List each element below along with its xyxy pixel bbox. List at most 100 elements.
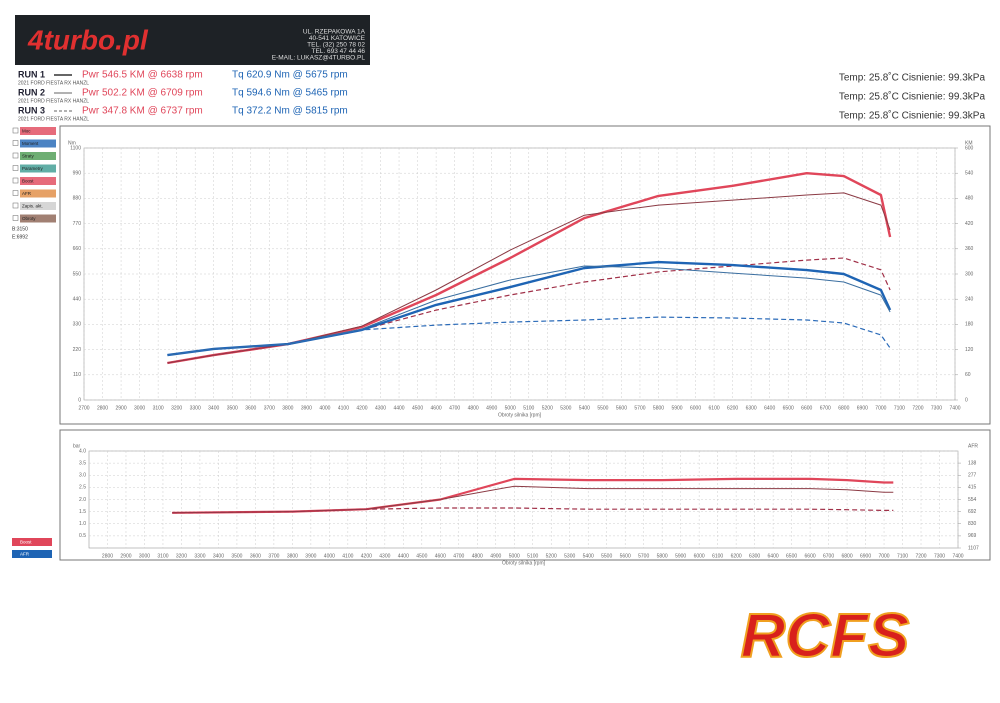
y2-axis-label: KM xyxy=(965,140,973,146)
run-torque: Tq 620.9 Nm @ 5675 rpm xyxy=(232,70,348,81)
x-tick-label: 6100 xyxy=(709,405,720,411)
conditions: Temp: 25.8˚C Cisnienie: 99.3kPa xyxy=(839,91,986,103)
x-tick-label: 6000 xyxy=(694,553,705,559)
x-tick-label: 7400 xyxy=(952,553,963,559)
x-tick-label: 3800 xyxy=(282,405,293,411)
y-tick-label: 220 xyxy=(73,347,82,353)
y-tick-label: 770 xyxy=(73,221,82,227)
y-axis-label: Nm xyxy=(68,140,76,146)
swatch xyxy=(20,139,56,148)
run-power: Pwr 502.2 KM @ 6709 rpm xyxy=(82,88,203,99)
x-tick-label: 3300 xyxy=(190,405,201,411)
x-tick-label: 3000 xyxy=(139,553,150,559)
checkbox xyxy=(12,202,19,209)
swatch xyxy=(12,538,52,546)
x-tick-label: 3900 xyxy=(305,553,316,559)
x-tick-label: 3800 xyxy=(287,553,298,559)
x-tick-label: 6600 xyxy=(805,553,816,559)
x-tick-label: 3700 xyxy=(264,405,275,411)
x-tick-label: 5500 xyxy=(601,553,612,559)
x-tick-label: 6800 xyxy=(842,553,853,559)
y-tick-label: 4.0 xyxy=(79,448,86,454)
x-tick-label: 3200 xyxy=(176,553,187,559)
x-tick-label: 4700 xyxy=(449,405,460,411)
checkbox xyxy=(12,140,19,146)
y-tick-label: 1.5 xyxy=(79,509,86,515)
x-tick-label: 4300 xyxy=(375,405,386,411)
x-tick-label: 4700 xyxy=(453,553,464,559)
x-tick-label: 6700 xyxy=(820,405,831,411)
x-tick-label: 6100 xyxy=(712,553,723,559)
y-tick-label: 2.5 xyxy=(79,485,86,491)
swatch xyxy=(20,189,56,198)
run-car: 2021 FORD FIESTA RX HANZL xyxy=(18,116,89,122)
y2-tick-label: 0 xyxy=(965,397,968,403)
range: E:6992 xyxy=(12,234,28,240)
x-tick-label: 6800 xyxy=(838,405,849,411)
x-tick-label: 4200 xyxy=(356,405,367,411)
y-tick-label: 3.0 xyxy=(79,473,86,479)
y2-tick-label: 180 xyxy=(965,322,974,328)
series-line xyxy=(172,507,894,514)
x-tick-label: 4100 xyxy=(342,553,353,559)
x-tick-label: 4300 xyxy=(379,553,390,559)
logo-banner xyxy=(15,15,370,65)
sidebar-item: Boost xyxy=(20,540,32,545)
y-tick-label: 330 xyxy=(73,322,82,328)
run-name: RUN 3 xyxy=(18,105,45,115)
x-tick-label: 4900 xyxy=(486,405,497,411)
x-tick-label: 7200 xyxy=(915,553,926,559)
y-tick-label: 990 xyxy=(73,171,82,177)
brand-logo: RCFS xyxy=(741,601,910,670)
swatch xyxy=(20,164,56,173)
x-tick-label: 3400 xyxy=(208,405,219,411)
x-tick-label: 4200 xyxy=(361,553,372,559)
x-tick-label: 3100 xyxy=(157,553,168,559)
run-power: Pwr 546.5 KM @ 6638 rpm xyxy=(82,70,203,81)
logo: 4turbo.pl xyxy=(27,24,149,55)
y2-tick-label: 554 xyxy=(968,497,977,503)
x-tick-label: 2900 xyxy=(116,405,127,411)
swatch xyxy=(12,550,52,558)
range: B:3150 xyxy=(12,226,28,232)
swatch xyxy=(20,152,56,160)
x-tick-label: 5100 xyxy=(523,405,534,411)
x-tick-label: 5600 xyxy=(616,405,627,411)
x-tick-label: 6600 xyxy=(801,405,812,411)
x-tick-label: 5500 xyxy=(597,405,608,411)
x-tick-label: 5900 xyxy=(671,405,682,411)
x-tick-label: 6300 xyxy=(749,553,760,559)
x-tick-label: 4100 xyxy=(338,405,349,411)
sidebar-item: AFR xyxy=(20,552,30,557)
y-tick-label: 1.0 xyxy=(79,521,86,527)
x-tick-label: 5800 xyxy=(657,553,668,559)
sidebar-item: Zapis. akt. xyxy=(22,204,43,209)
x-tick-label: 7300 xyxy=(931,405,942,411)
x-tick-label: 7000 xyxy=(878,553,889,559)
x-tick-label: 6500 xyxy=(783,405,794,411)
x-tick-label: 6000 xyxy=(690,405,701,411)
sidebar: Moc Moment Straty Parametry Boost AFR Zapis. a… xyxy=(12,127,56,558)
address-line: TEL. 693 47 44 46 xyxy=(312,48,366,55)
x-tick-label: 4500 xyxy=(412,405,423,411)
x-tick-label: 3100 xyxy=(153,405,164,411)
x-tick-label: 3500 xyxy=(231,553,242,559)
x-tick-label: 5000 xyxy=(505,405,516,411)
run-car: 2021 FORD FIESTA RX HANZL xyxy=(18,80,89,86)
y2-tick-label: 600 xyxy=(965,145,974,151)
checkbox xyxy=(12,190,19,196)
x-tick-label: 2700 xyxy=(78,405,89,411)
swatch xyxy=(20,214,56,223)
run-torque: Tq 372.2 Nm @ 5815 rpm xyxy=(232,106,348,117)
conditions: Temp: 25.8˚C Cisnienie: 99.3kPa Temp: 25.… xyxy=(839,72,986,122)
x-tick-label: 4800 xyxy=(472,553,483,559)
y-tick-label: 110 xyxy=(73,372,81,378)
run-name: RUN 1 xyxy=(18,69,45,79)
x-tick-label: 5900 xyxy=(675,553,686,559)
address-line: 40-541 KATOWICE xyxy=(309,35,366,42)
x-tick-label: 5400 xyxy=(579,405,590,411)
y-axis-label: bar xyxy=(73,443,81,449)
chart-frame xyxy=(59,429,991,561)
